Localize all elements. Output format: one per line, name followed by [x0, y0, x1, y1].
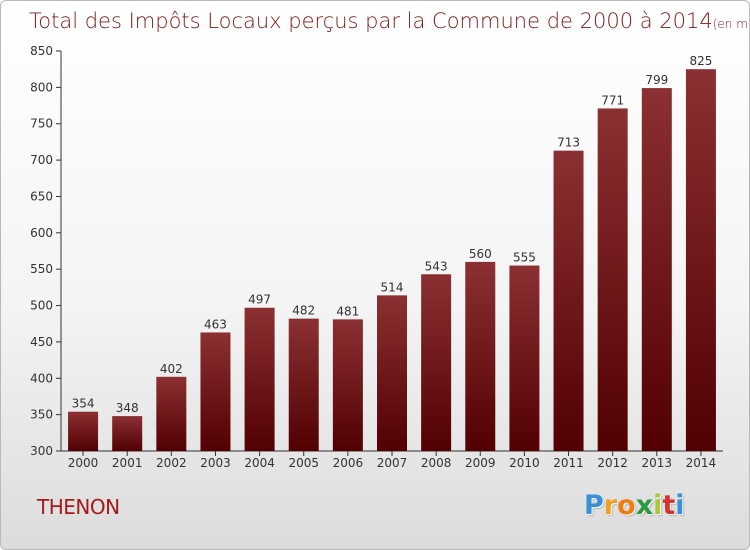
logo-letter: t: [662, 490, 676, 521]
x-tick-label: 2003: [200, 456, 231, 470]
chart-subtitle: (en milliers d'€): [713, 17, 749, 31]
logo-letter: r: [603, 490, 618, 521]
y-tick-label: 500: [30, 299, 53, 313]
bar: [377, 295, 407, 451]
x-tick-label: 2014: [686, 456, 717, 470]
y-tick-label: 550: [30, 262, 53, 276]
y-tick-label: 600: [30, 226, 53, 240]
axes: 300 350 400 450 500 550 600 650 700 750 800 850 2000…: [30, 44, 723, 470]
bar: [156, 376, 187, 451]
bar: [200, 332, 231, 451]
bar: [685, 69, 716, 451]
x-tick-label: 2000: [68, 456, 99, 470]
bar: [641, 88, 672, 451]
y-tick-label: 850: [30, 44, 53, 58]
data-label: 482: [292, 304, 315, 318]
chart-title: Total des Impôts Locaux perçus par la Co…: [29, 9, 749, 33]
proxiti-logo: Proxiti: [584, 490, 685, 521]
bar: [509, 265, 540, 451]
y-tick-label: 450: [30, 335, 53, 349]
y-tick-label: 400: [30, 371, 53, 385]
bar: [112, 416, 143, 451]
data-label: 514: [381, 280, 404, 294]
commune-name: THENON: [37, 495, 120, 519]
y-tick-label: 700: [30, 153, 53, 167]
data-label: 825: [689, 54, 712, 68]
data-label: 402: [160, 362, 183, 376]
x-tick-label: 2006: [333, 456, 364, 470]
bar: [421, 274, 452, 451]
x-tick-label: 2010: [509, 456, 540, 470]
x-tick-label: 2005: [288, 456, 319, 470]
data-label: 497: [248, 293, 271, 307]
y-tick-label: 300: [30, 444, 53, 458]
x-tick-label: 2004: [244, 456, 275, 470]
x-tick-label: 2001: [112, 456, 143, 470]
bar: [597, 108, 628, 452]
logo-letter: P: [584, 490, 604, 521]
bar: [288, 318, 319, 451]
x-tick-label: 2013: [642, 456, 673, 470]
data-label: 555: [513, 251, 536, 265]
data-label: 771: [601, 93, 624, 107]
y-tick-label: 650: [30, 189, 53, 203]
bar: [244, 307, 275, 451]
logo-letter: i: [653, 490, 663, 521]
x-tick-label: 2009: [465, 456, 496, 470]
data-label: 481: [336, 304, 359, 318]
x-tick-label: 2011: [553, 456, 584, 470]
x-tick-label: 2012: [597, 456, 628, 470]
logo-letter: o: [617, 490, 636, 521]
bar: [332, 319, 363, 451]
data-label: 560: [469, 247, 492, 261]
bars: [68, 69, 716, 452]
bar: [68, 411, 99, 451]
value-labels: 354 348 402 463 497 482 481 514 543 560 555 713 771 7…: [72, 54, 713, 415]
data-label: 354: [72, 397, 95, 411]
y-tick-label: 800: [30, 80, 53, 94]
data-label: 348: [116, 401, 139, 415]
logo-letter: i: [675, 490, 685, 521]
data-label: 543: [425, 259, 448, 273]
data-label: 713: [557, 136, 580, 150]
data-label: 799: [645, 73, 668, 87]
data-label: 463: [204, 317, 227, 331]
x-tick-label: 2008: [421, 456, 452, 470]
bar: [465, 261, 496, 451]
bar: [553, 150, 584, 452]
x-tick-label: 2002: [156, 456, 187, 470]
y-tick-label: 750: [30, 117, 53, 131]
y-tick-label: 350: [30, 408, 53, 422]
logo-letter: x: [635, 490, 654, 521]
x-tick-label: 2007: [377, 456, 408, 470]
